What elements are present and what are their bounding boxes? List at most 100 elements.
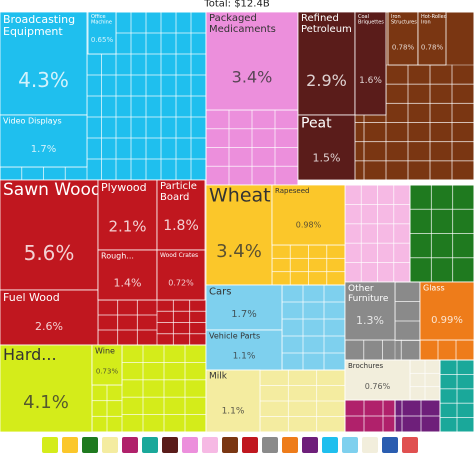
category-icons <box>42 437 418 453</box>
category-icon[interactable] <box>362 437 378 453</box>
cell-value: 1.4% <box>114 277 142 290</box>
cell-label: Wheat <box>209 185 271 207</box>
category-icon[interactable] <box>62 437 78 453</box>
cell-value: 5.6% <box>24 241 75 265</box>
treemap-cell <box>344 359 411 401</box>
cell-label: Plywood <box>101 181 147 194</box>
cell-value: 2.9% <box>306 71 347 90</box>
treemap-cell <box>344 281 396 341</box>
cell-label: Peat <box>301 116 332 132</box>
cell-label: Coal Briquettes <box>358 14 384 26</box>
category-icon[interactable] <box>142 437 158 453</box>
cell-label: Video Displays <box>3 117 62 126</box>
cell-value: 1.1% <box>222 406 245 416</box>
treemap-cell <box>354 11 387 116</box>
cell-value: 4.1% <box>23 392 69 413</box>
cell-label: Sawn Wood <box>3 180 102 200</box>
cell-value: 1.8% <box>163 218 199 234</box>
small-cell <box>420 415 441 433</box>
cell-label: Glass <box>423 284 445 293</box>
labeled-cells: Broadcasting Equipment 4.3% Video Displays 1… <box>0 11 474 433</box>
category-icon[interactable] <box>122 437 138 453</box>
small-cell <box>106 415 123 433</box>
treemap-cell <box>271 184 346 246</box>
category-icon[interactable] <box>222 437 238 453</box>
treemap-cell <box>0 344 93 433</box>
treemap-cell <box>387 11 419 66</box>
cell-value: 3.4% <box>232 68 273 87</box>
cell-label: Particle Board <box>160 181 197 203</box>
cell-value: 0.98% <box>296 220 322 229</box>
cell-value: 0.73% <box>96 367 119 375</box>
cell-label: Broadcasting Equipment <box>3 13 75 38</box>
cell-value: 1.3% <box>356 314 384 327</box>
cell-label: Iron Structures <box>391 14 417 26</box>
treemap-cell <box>417 11 447 66</box>
cell-label: Cars <box>209 286 231 297</box>
cell-value: 0.76% <box>365 382 391 391</box>
chart-title: Total: $12.4B <box>203 0 270 9</box>
cell-label: Hard... <box>3 345 57 364</box>
cell-label: Office Machine <box>91 14 112 26</box>
small-cell <box>456 417 474 433</box>
cell-value: 4.3% <box>18 68 69 92</box>
cell-value: 1.5% <box>313 152 341 165</box>
treemap-cell <box>0 289 99 346</box>
treemap-cell <box>205 184 273 286</box>
cell-label: Hot-Rolled Iron <box>421 14 447 26</box>
category-icon[interactable] <box>42 437 58 453</box>
cell-value: 1.7% <box>231 309 256 320</box>
treemap-cell <box>419 281 474 341</box>
cell-label: Refined Petroleum <box>301 13 352 35</box>
cell-value: 0.78% <box>392 43 415 51</box>
treemap-cell <box>156 179 206 251</box>
cell-label: Wine <box>95 347 115 356</box>
category-icon[interactable] <box>282 437 298 453</box>
treemap-cell <box>205 11 299 111</box>
category-icon[interactable] <box>402 437 418 453</box>
category-icon[interactable] <box>322 437 338 453</box>
cell-label: Wood Crates <box>160 252 198 259</box>
category-icon[interactable] <box>202 437 218 453</box>
cell-value: 2.1% <box>108 217 146 235</box>
treemap-cell <box>297 114 356 181</box>
cell-value: 0.99% <box>431 315 463 326</box>
cell-label: Vehicle Parts <box>209 332 260 341</box>
cell-value: 1.1% <box>233 351 256 361</box>
cell-label: Fuel Wood <box>3 291 60 304</box>
treemap-cell <box>297 11 356 116</box>
category-icon[interactable] <box>182 437 198 453</box>
cell-label: Packaged Medicaments <box>209 13 276 35</box>
category-icon[interactable] <box>302 437 318 453</box>
category-icon[interactable] <box>342 437 358 453</box>
cell-label: Milk <box>209 372 228 382</box>
cell-label: Brochures <box>348 362 384 370</box>
cell-value: 2.6% <box>35 320 63 333</box>
treemap-cell <box>87 11 117 55</box>
treemap-cell <box>0 11 88 116</box>
category-icon[interactable] <box>242 437 258 453</box>
treemap-cell <box>205 369 261 433</box>
category-icon[interactable] <box>262 437 278 453</box>
cell-label: Rough... <box>101 252 134 261</box>
treemap-cell <box>97 179 158 251</box>
category-icon[interactable] <box>102 437 118 453</box>
category-icon[interactable] <box>382 437 398 453</box>
treemap-cell <box>205 329 283 371</box>
treemap-cell <box>205 284 283 331</box>
cell-value: 3.4% <box>216 241 262 262</box>
cell-value: 1.7% <box>31 144 56 155</box>
small-cell <box>451 160 474 181</box>
cell-label: Other Furniture <box>348 284 389 304</box>
treemap-cell <box>97 249 158 301</box>
cell-value: 0.78% <box>421 43 444 51</box>
treemap-cell <box>91 344 123 386</box>
cell-value: 1.6% <box>359 76 382 86</box>
cell-label: Rapeseed <box>275 187 309 195</box>
treemap-cell <box>156 249 206 301</box>
cell-value: 0.72% <box>168 279 194 288</box>
category-icon[interactable] <box>82 437 98 453</box>
category-icon[interactable] <box>162 437 178 453</box>
